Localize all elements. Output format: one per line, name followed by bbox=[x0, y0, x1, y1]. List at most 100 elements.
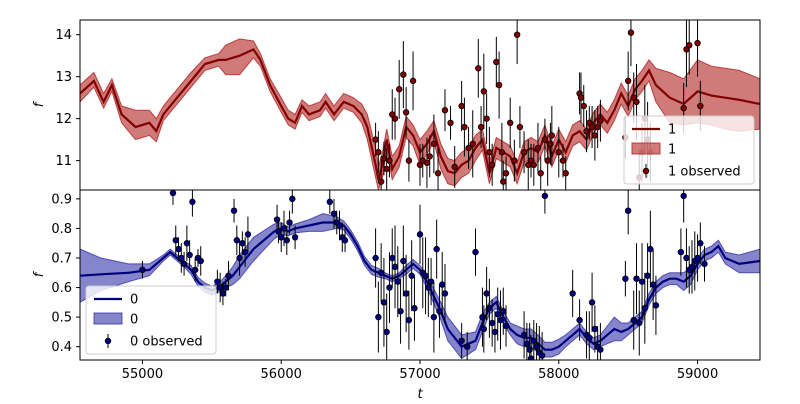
observed-point bbox=[520, 331, 528, 339]
observed-point bbox=[500, 308, 507, 315]
observed-point bbox=[391, 263, 399, 271]
y-tick-label: 12 bbox=[55, 112, 72, 127]
observed-point bbox=[436, 308, 443, 315]
bottom-y-axis-label: f bbox=[32, 270, 47, 277]
y-tick-label: 13 bbox=[55, 70, 72, 85]
observed-point bbox=[480, 88, 488, 95]
observed-point bbox=[400, 257, 407, 265]
observed-point bbox=[430, 140, 438, 148]
observed-point bbox=[544, 157, 551, 164]
legend-band-swatch bbox=[93, 312, 123, 325]
x-tick-label: 55000 bbox=[122, 367, 163, 382]
observed-point bbox=[624, 207, 632, 214]
observed-point bbox=[477, 123, 485, 131]
observed-point bbox=[680, 192, 687, 200]
observed-point bbox=[494, 310, 501, 318]
observed-point bbox=[486, 149, 493, 156]
observed-point bbox=[694, 39, 701, 47]
x-tick-label: 56000 bbox=[261, 367, 302, 382]
observed-point bbox=[559, 157, 567, 164]
observed-point bbox=[411, 305, 418, 312]
observed-point bbox=[622, 275, 629, 282]
observed-point bbox=[488, 161, 496, 169]
observed-point bbox=[458, 102, 465, 110]
observed-point bbox=[172, 237, 179, 244]
observed-point bbox=[283, 237, 290, 244]
observed-point bbox=[591, 325, 599, 333]
top-y-axis-label: f bbox=[32, 100, 47, 107]
observed-point bbox=[597, 117, 604, 124]
observed-point bbox=[465, 144, 472, 152]
observed-point bbox=[548, 132, 556, 139]
y-tick-label: 0.5 bbox=[51, 311, 72, 326]
uncertainty-band-1 bbox=[80, 213, 760, 360]
observed-point bbox=[405, 157, 413, 164]
observed-point bbox=[547, 140, 554, 148]
observed-point bbox=[451, 163, 458, 171]
observed-point bbox=[216, 284, 224, 291]
observed-point bbox=[426, 153, 433, 160]
observed-point bbox=[178, 254, 185, 262]
observed-point bbox=[701, 260, 708, 268]
observed-point bbox=[430, 313, 438, 321]
legend-points-label: 0 observed bbox=[130, 335, 203, 350]
observed-point bbox=[230, 207, 238, 214]
legend-1: 0 0 0 observed bbox=[85, 285, 217, 355]
legend-band-swatch bbox=[631, 142, 661, 155]
observed-point bbox=[697, 240, 704, 247]
observed-point bbox=[191, 266, 199, 274]
y-tick-label: 0.9 bbox=[51, 192, 72, 207]
observed-point bbox=[480, 325, 488, 333]
observed-point bbox=[434, 170, 442, 177]
observed-point bbox=[447, 119, 454, 127]
observed-point bbox=[241, 248, 249, 256]
legend-points-label: 1 observed bbox=[668, 165, 741, 180]
y-tick-label: 14 bbox=[55, 28, 72, 43]
observed-point bbox=[576, 316, 583, 324]
observed-point bbox=[197, 257, 204, 265]
observed-point bbox=[688, 263, 696, 271]
observed-point bbox=[627, 29, 635, 36]
y-tick-label: 0.8 bbox=[51, 222, 72, 237]
observed-point bbox=[427, 278, 435, 285]
observed-point bbox=[409, 77, 417, 85]
observed-point bbox=[500, 178, 507, 185]
observed-point bbox=[225, 272, 232, 279]
observed-point bbox=[562, 170, 569, 177]
observed-point bbox=[588, 299, 596, 306]
model-line-0 bbox=[80, 48, 760, 180]
observed-point bbox=[475, 65, 482, 72]
observed-point bbox=[425, 284, 432, 291]
observed-point bbox=[469, 140, 476, 148]
observed-point bbox=[326, 198, 333, 206]
observed-point bbox=[555, 149, 562, 156]
y-tick-label: 0.6 bbox=[51, 281, 72, 296]
legend-point-swatch bbox=[104, 337, 112, 345]
plot-area-1 bbox=[80, 190, 760, 360]
bottom-panel: 0.4 0.5 0.6 0.7 0.8 0.9 55000 56000 57000 58000 59… bbox=[51, 189, 761, 382]
observed-point bbox=[286, 219, 293, 226]
observed-point bbox=[513, 31, 521, 38]
legend-point-swatch bbox=[642, 167, 650, 175]
x-tick-label: 59000 bbox=[677, 367, 718, 382]
observed-point bbox=[372, 136, 379, 143]
observed-point bbox=[580, 102, 587, 110]
observed-point bbox=[538, 352, 546, 359]
observed-point bbox=[520, 149, 528, 156]
observed-point bbox=[330, 210, 338, 217]
observed-point bbox=[502, 322, 510, 330]
observed-point bbox=[236, 254, 243, 262]
observed-point bbox=[652, 302, 660, 309]
observed-point bbox=[183, 240, 191, 247]
observed-point bbox=[397, 308, 404, 315]
observed-point bbox=[583, 128, 590, 135]
observed-point bbox=[541, 192, 549, 200]
observed-point bbox=[395, 86, 403, 93]
observed-point bbox=[222, 284, 229, 291]
observed-point bbox=[273, 216, 281, 223]
observed-point bbox=[594, 123, 601, 131]
observed-point bbox=[472, 248, 479, 256]
observed-point bbox=[523, 340, 531, 347]
observed-point bbox=[291, 234, 299, 241]
